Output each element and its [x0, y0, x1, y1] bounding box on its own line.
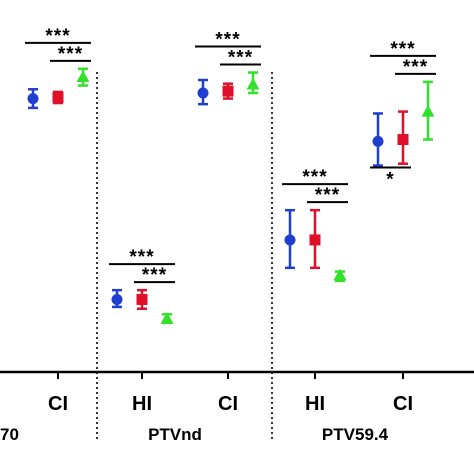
significance-label: ***	[129, 247, 154, 268]
data-point-blue	[372, 112, 384, 167]
significance-label: ***	[302, 167, 327, 188]
group-label-3: PTV59.4	[322, 425, 389, 444]
group-label-2: PTVnd	[148, 425, 202, 444]
marker-square	[309, 234, 321, 246]
marker-circle	[284, 234, 296, 246]
significance-label: ***	[45, 26, 70, 47]
data-point-blue	[284, 208, 296, 270]
marker-triangle	[246, 77, 260, 90]
data-point-red	[136, 288, 148, 311]
x-tick-label: CI	[48, 393, 68, 415]
data-point-blue	[197, 78, 209, 106]
data-point-green	[246, 71, 260, 95]
marker-square	[136, 293, 148, 305]
significance-label: ***	[403, 57, 428, 78]
significance-label: ***	[390, 39, 415, 60]
data-point-red	[309, 208, 321, 270]
group-label-1: 70	[0, 425, 19, 444]
significance-label: *	[386, 170, 394, 191]
data-point-green	[421, 80, 435, 141]
x-tick-label: CI	[218, 393, 238, 415]
significance-label: ***	[228, 48, 253, 69]
data-point-red	[222, 82, 234, 100]
data-point-blue	[27, 88, 39, 110]
marker-square	[52, 91, 64, 103]
marker-triangle	[333, 268, 347, 281]
significance-label: ***	[315, 185, 340, 206]
marker-triangle	[76, 70, 90, 83]
x-tick-label: CI	[393, 393, 413, 415]
marker-triangle	[160, 312, 174, 324]
significance-label: ***	[215, 30, 240, 51]
data-point-green	[333, 268, 347, 283]
data-point-green	[160, 312, 174, 325]
significance-label: ***	[58, 44, 83, 65]
data-point-red	[52, 90, 64, 105]
marker-circle	[27, 93, 39, 105]
x-tick-label: HI	[132, 393, 152, 415]
marker-circle	[197, 87, 209, 99]
x-tick-label: HI	[305, 393, 325, 415]
marker-square	[222, 85, 234, 97]
data-point-green	[76, 67, 90, 87]
marker-circle	[372, 135, 384, 147]
marker-square	[397, 134, 409, 145]
data-point-red	[397, 110, 409, 165]
significance-label: ***	[142, 265, 167, 286]
marker-circle	[111, 293, 123, 305]
data-point-blue	[111, 288, 123, 309]
marker-triangle	[421, 105, 435, 117]
